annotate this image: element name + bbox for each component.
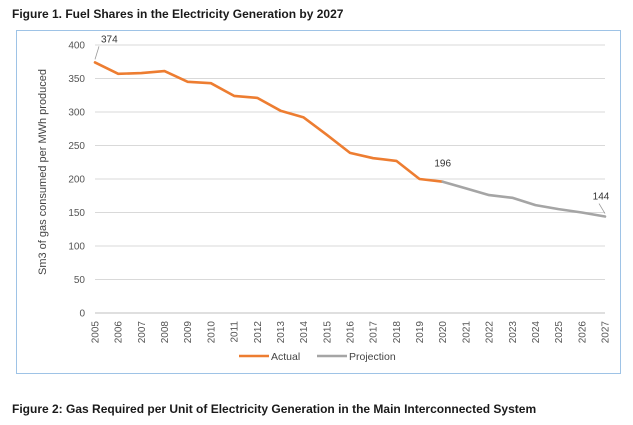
- series-lines: [93, 61, 607, 218]
- x-tick-label: 2013: [276, 321, 287, 344]
- x-tick-label: 2017: [369, 321, 380, 344]
- x-tick-label: 2025: [554, 321, 565, 344]
- y-axis-ticks: 0 50 100 150 200 250 300 350 400: [68, 41, 85, 320]
- data-label: 144: [593, 192, 610, 203]
- x-tick-label: 2018: [392, 321, 403, 344]
- figure-2-title: Figure 2: Gas Required per Unit of Elect…: [12, 402, 537, 416]
- y-tick-label: 50: [74, 275, 86, 286]
- data-label-leader: [598, 203, 606, 214]
- x-axis-ticks: 2005 2006 2007 2008 2009 2010 2011 2012 2013 2014…: [91, 321, 612, 344]
- x-tick-label: 2027: [601, 321, 612, 344]
- y-tick-label: 400: [68, 41, 85, 52]
- figure-1-title: Figure 1. Fuel Shares in the Electricity…: [12, 7, 344, 21]
- y-tick-label: 200: [68, 175, 85, 186]
- x-tick-label: 2015: [322, 321, 333, 344]
- data-labels: 374 196 144: [94, 34, 610, 214]
- x-tick-label: 2012: [253, 321, 264, 344]
- x-tick-label: 2022: [485, 321, 496, 344]
- series-line-projection: [441, 180, 607, 218]
- gridlines: [95, 44, 605, 314]
- y-tick-label: 150: [68, 208, 85, 219]
- x-tick-label: 2006: [114, 321, 125, 344]
- x-tick-label: 2023: [508, 321, 519, 344]
- y-axis-label: Sm3 of gas consumed per MWh produced: [37, 69, 49, 275]
- x-tick-label: 2020: [438, 321, 449, 344]
- data-label-leader: [94, 46, 100, 60]
- x-tick-label: 2014: [299, 321, 310, 344]
- y-tick-label: 0: [79, 309, 85, 320]
- x-tick-label: 2009: [183, 321, 194, 344]
- x-tick-label: 2008: [160, 321, 171, 344]
- x-tick-label: 2019: [415, 321, 426, 344]
- legend: Actual Projection: [239, 351, 396, 363]
- x-tick-label: 2011: [230, 321, 241, 343]
- x-tick-label: 2005: [91, 321, 102, 344]
- legend-label: Projection: [349, 351, 396, 363]
- x-tick-label: 2026: [577, 321, 588, 344]
- data-label: 374: [101, 34, 118, 45]
- x-tick-label: 2016: [346, 321, 357, 344]
- x-tick-label: 2024: [531, 321, 542, 344]
- y-tick-label: 100: [68, 242, 85, 253]
- series-line-actual: [93, 61, 445, 183]
- x-tick-label: 2021: [461, 321, 472, 344]
- y-tick-label: 300: [68, 108, 85, 119]
- data-label: 196: [434, 159, 451, 170]
- y-tick-label: 350: [68, 74, 85, 85]
- legend-label: Actual: [271, 351, 300, 363]
- x-tick-label: 2007: [137, 321, 148, 344]
- x-tick-label: 2010: [206, 321, 217, 344]
- chart-frame: [16, 30, 621, 374]
- y-tick-label: 250: [68, 141, 85, 152]
